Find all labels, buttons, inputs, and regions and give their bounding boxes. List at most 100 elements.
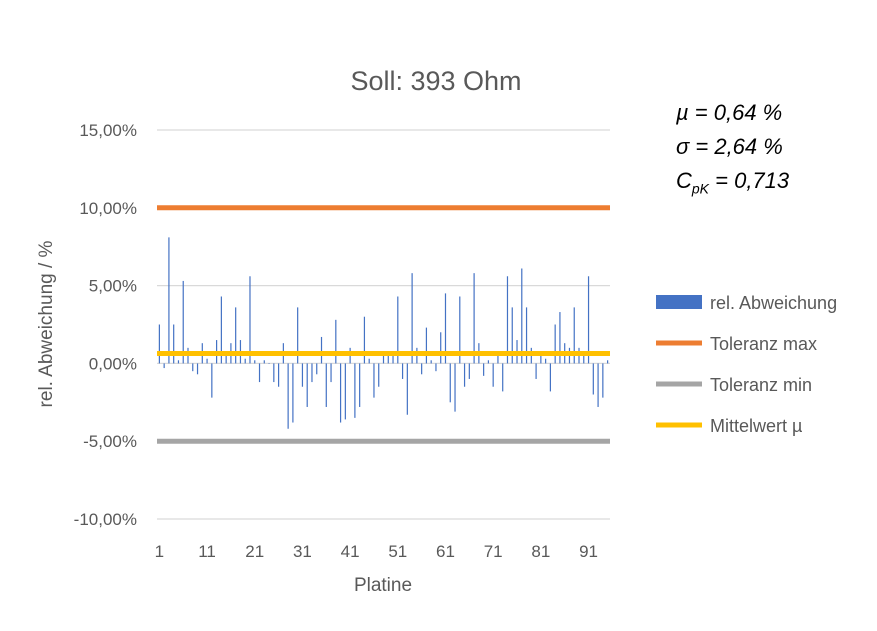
bar — [401, 363, 404, 379]
bar — [545, 358, 547, 364]
bar — [192, 363, 194, 372]
bar — [359, 363, 361, 407]
bar — [335, 319, 337, 364]
bar — [344, 363, 346, 420]
bar — [363, 316, 366, 364]
y-tick-label: 5,00% — [89, 277, 137, 296]
bar — [382, 355, 385, 364]
legend-label: rel. Abweichung — [710, 293, 837, 313]
bar — [225, 355, 227, 364]
mean-stat: µ = 0,64 % — [676, 100, 783, 125]
bar — [583, 355, 585, 364]
bar — [163, 363, 165, 369]
bar — [425, 327, 428, 364]
sigma-stat: σ = 2,64 % — [676, 134, 783, 159]
bar — [330, 363, 332, 383]
bar — [554, 324, 556, 364]
bar — [168, 237, 170, 364]
bar — [411, 273, 413, 364]
bar — [392, 355, 394, 364]
bar — [263, 360, 265, 364]
chart-title: Soll: 393 Ohm — [350, 66, 521, 96]
bar — [268, 363, 270, 364]
cpk-symbol: C — [676, 168, 692, 193]
bar — [378, 363, 380, 387]
y-tick-label: 0,00% — [89, 354, 137, 373]
bar — [287, 363, 289, 429]
x-tick-label: 71 — [484, 542, 503, 561]
bar — [206, 358, 208, 364]
bar — [430, 360, 432, 364]
bar — [406, 363, 408, 415]
x-tick-label: 51 — [388, 542, 407, 561]
bar — [535, 363, 537, 379]
bar — [454, 363, 456, 412]
bar — [244, 358, 246, 364]
x-tick-label: 91 — [579, 542, 598, 561]
bar — [325, 363, 327, 407]
x-tick-label: 61 — [436, 542, 455, 561]
y-tick-label: -5,00% — [83, 432, 137, 451]
bar — [339, 363, 342, 423]
bar — [235, 307, 237, 364]
bar — [373, 363, 375, 398]
bar — [306, 363, 308, 407]
x-tick-label: 21 — [245, 542, 264, 561]
bar — [559, 312, 561, 364]
bar — [277, 363, 280, 387]
bar — [220, 296, 222, 364]
bar — [592, 363, 594, 395]
bar — [397, 296, 399, 364]
x-tick-label: 31 — [293, 542, 312, 561]
x-tick-label: 11 — [198, 542, 216, 561]
bar — [525, 307, 528, 364]
bar — [311, 363, 313, 383]
bar — [177, 360, 180, 364]
bar — [540, 352, 542, 364]
x-axis-label: Platine — [354, 575, 412, 596]
legend-label: Toleranz max — [710, 334, 817, 354]
bar — [173, 324, 175, 364]
bar — [387, 355, 389, 364]
bar — [158, 324, 160, 364]
x-tick-label: 41 — [341, 542, 360, 561]
bar — [487, 360, 490, 364]
bar — [468, 363, 470, 379]
bar — [444, 293, 447, 364]
bar — [473, 273, 475, 364]
bar — [607, 360, 609, 364]
bar — [502, 363, 504, 392]
bar — [301, 363, 304, 387]
bar — [316, 363, 318, 375]
y-tick-label: -10,00% — [74, 510, 137, 529]
bar — [196, 363, 199, 375]
cpk-value: = 0,713 — [709, 168, 790, 193]
bar — [497, 355, 499, 364]
bar — [320, 336, 323, 364]
bar — [273, 363, 275, 383]
y-tick-label: 15,00% — [79, 121, 137, 140]
bar — [421, 363, 423, 375]
bar — [506, 276, 509, 364]
bar — [297, 307, 299, 364]
bar — [459, 296, 461, 364]
bar — [211, 363, 213, 398]
bar — [511, 307, 513, 364]
bar — [449, 363, 451, 403]
statistics-box: µ = 0,64 % σ = 2,64 % CpK = 0,713 — [676, 96, 789, 205]
bar — [597, 363, 599, 407]
legend-label: Toleranz min — [710, 375, 812, 395]
bar — [258, 363, 261, 383]
bar — [463, 363, 466, 387]
bar — [354, 363, 356, 418]
bar — [254, 360, 256, 364]
bar — [573, 307, 575, 364]
bar — [182, 280, 184, 364]
x-tick-label: 81 — [531, 542, 550, 561]
bar — [521, 268, 523, 364]
bar — [368, 358, 370, 364]
bar — [292, 363, 294, 423]
bar — [440, 332, 442, 364]
